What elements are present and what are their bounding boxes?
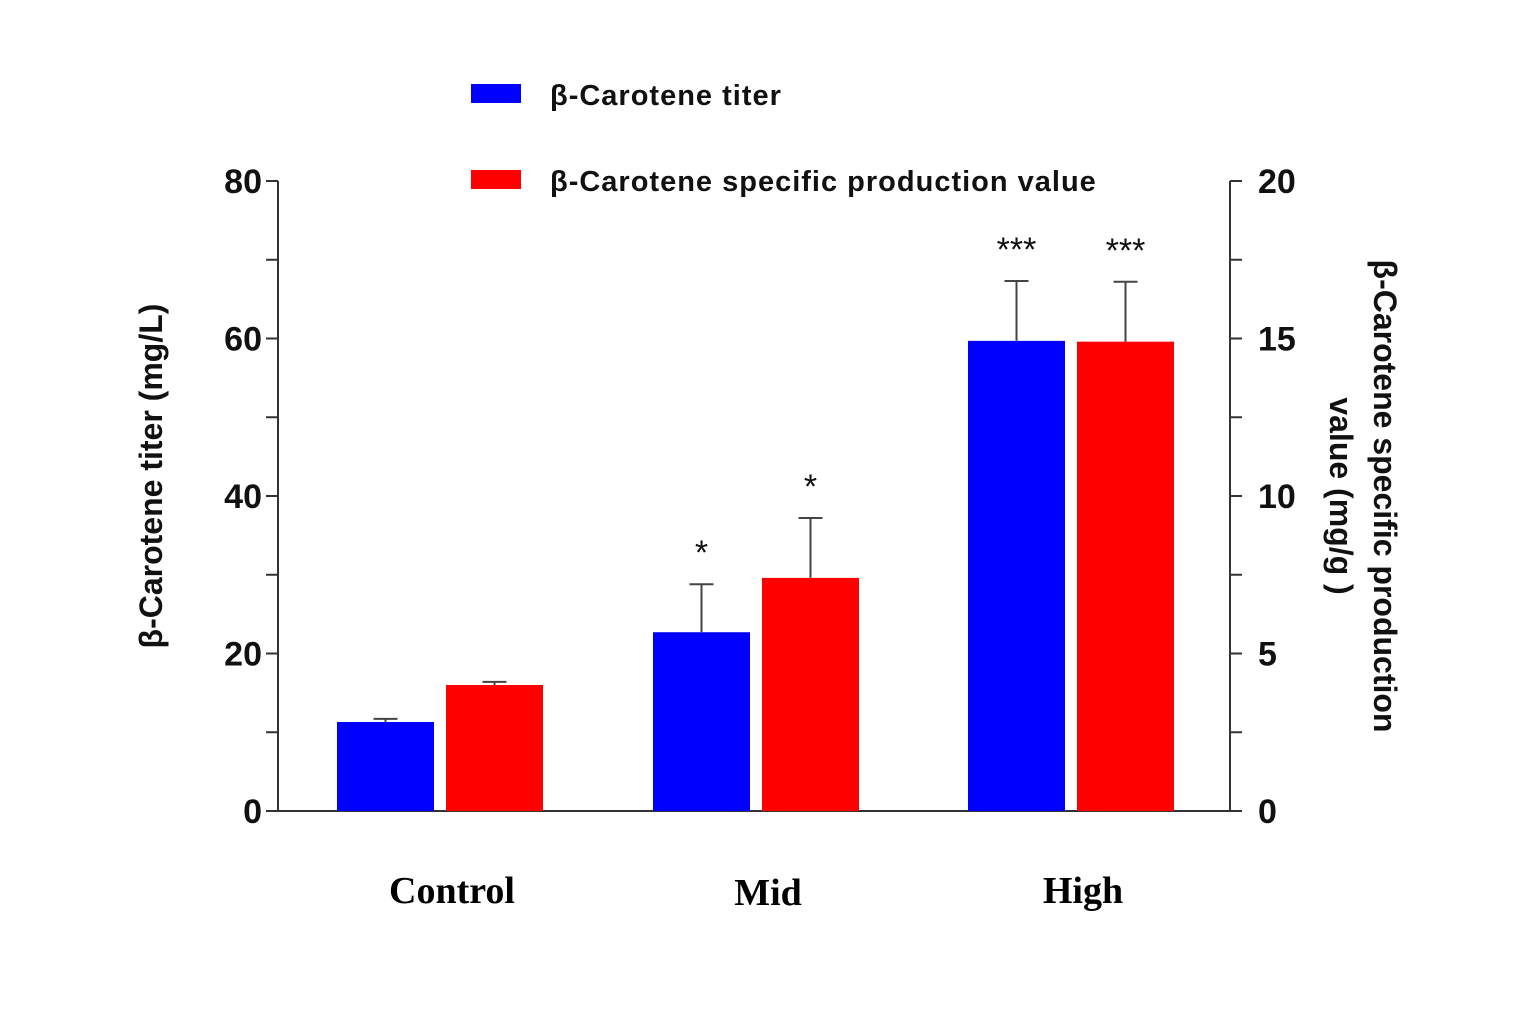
y-axis-title-right-line-1: β-Carotene specific production: [1367, 260, 1403, 733]
x-tick-label: Mid: [734, 872, 802, 914]
bar-specific-control: [446, 685, 543, 811]
legend-label: β-Carotene specific production value: [550, 166, 1097, 198]
significance-marker: ***: [997, 231, 1037, 269]
bar-specific-high: [1077, 341, 1174, 811]
y-axis-title-left: β-Carotene titer (mg/L): [133, 304, 169, 649]
y-tick-label-left: 0: [243, 793, 262, 831]
bars: Control * * Mid *** *** High: [337, 231, 1174, 914]
significance-marker: *: [695, 534, 708, 572]
y-tick-label-left: 20: [224, 636, 262, 674]
y-tick-label-right: 15: [1258, 321, 1296, 359]
x-tick-label: High: [1043, 870, 1123, 912]
bar-specific-mid: [762, 577, 859, 811]
y-tick-label-left: 80: [224, 163, 262, 201]
y-tick-label-left: 40: [224, 478, 262, 516]
bar-titer-mid: [653, 632, 750, 811]
axes: 0 20 40 60 80 0 5 10 15 20: [224, 163, 1296, 831]
y-axis-title-right: β-Carotene specific production value (mg…: [1323, 260, 1403, 733]
significance-marker: *: [804, 468, 817, 506]
y-tick-label-right: 0: [1258, 793, 1277, 831]
significance-marker: ***: [1106, 232, 1146, 270]
legend-swatch: [471, 170, 521, 189]
y-tick-label-right: 20: [1258, 163, 1296, 201]
legend: β-Carotene titer β-Carotene specific prod…: [471, 80, 1097, 198]
bar-titer-control: [337, 722, 434, 811]
y-tick-label-left: 60: [224, 321, 262, 359]
legend-label: β-Carotene titer: [550, 80, 782, 112]
x-tick-label: Control: [389, 870, 515, 912]
y-axis-title-right-line-2: value (mg/g ): [1323, 397, 1359, 594]
y-tick-label-right: 5: [1258, 636, 1277, 674]
legend-swatch: [471, 84, 521, 103]
y-tick-label-right: 10: [1258, 478, 1296, 516]
bar-titer-high: [968, 340, 1065, 811]
